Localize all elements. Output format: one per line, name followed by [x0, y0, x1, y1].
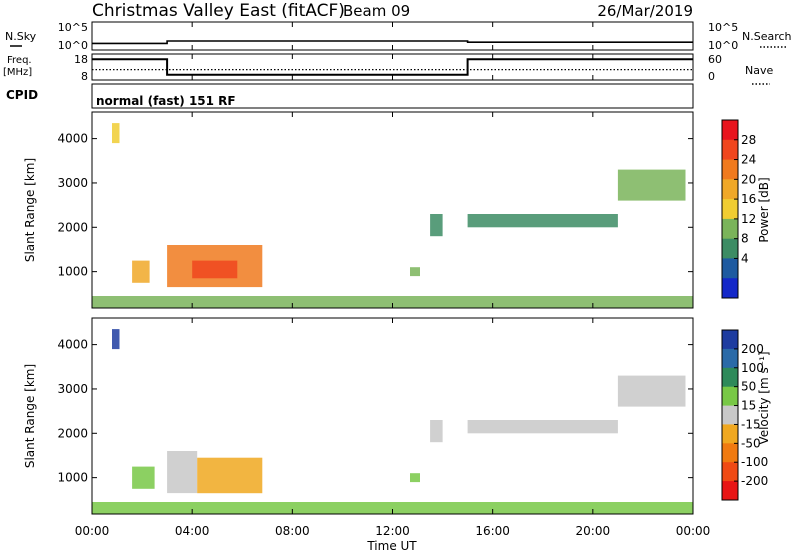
cpid-panel-frame: [91, 83, 694, 109]
freq-label: Freq.: [7, 55, 32, 66]
velocity-colorbar-tick-label: 15: [741, 399, 756, 413]
x-tick-label: 20:00: [576, 524, 611, 538]
velocity-ylabel: Slant Range [km]: [23, 364, 37, 468]
power-region: [112, 123, 120, 144]
power-colorbar-tick-label: 8: [741, 232, 749, 246]
nave-tick-bottom: 0: [708, 70, 715, 83]
x-tick-label: 12:00: [375, 524, 410, 538]
power-region: [410, 267, 420, 277]
freq-series-line: [92, 58, 693, 76]
plot-title: Christmas Valley East (fitACF): [92, 1, 345, 21]
cpid-label: CPID: [6, 88, 38, 102]
x-tick-label: 08:00: [275, 524, 310, 538]
velocity-region: [430, 420, 443, 443]
freq-tick-top: 18: [74, 53, 88, 66]
velocity-region: [112, 329, 120, 350]
velocity-colorbar-tick-label: 200: [741, 342, 764, 356]
power-ytick-label: 2000: [57, 220, 88, 234]
velocity-colorbar-tick-label: 100: [741, 361, 764, 375]
velocity-region: [197, 457, 263, 494]
velocity-region: [132, 466, 155, 489]
freq-tick-bottom: 8: [81, 70, 88, 83]
power-colorbar-segment: [722, 179, 738, 200]
power-colorbar-tick-label: 24: [741, 153, 756, 167]
velocity-colorbar-tick-label: -100: [741, 455, 768, 469]
x-tick-label: 00:00: [676, 524, 711, 538]
power-colorbar-segment: [722, 238, 738, 259]
velocity-ytick-label: 4000: [57, 338, 88, 352]
power-ytick-label: 4000: [57, 132, 88, 146]
velocity-colorbar-frame: [721, 329, 739, 501]
power-region: [430, 214, 443, 237]
velocity-colorbar-segment: [722, 424, 738, 444]
power-colorbar-tick-label: 16: [741, 192, 756, 206]
velocity-colorbar-tick-label: -200: [741, 474, 768, 488]
velocity-colorbar-segment: [722, 481, 738, 501]
nsearch-label: N.Search: [742, 30, 792, 43]
velocity-colorbar-tick-label: 50: [741, 380, 756, 394]
x-axis-label: Time UT: [366, 539, 417, 553]
velocity-colorbar-segment: [722, 348, 738, 369]
power-colorbar-segment: [722, 199, 738, 220]
velocity-colorbar-segment: [722, 330, 738, 350]
power-colorbar-tick-label: 28: [741, 133, 756, 147]
power-ytick-label: 1000: [57, 265, 88, 279]
velocity-colorbar-segment: [722, 405, 738, 425]
power-colorbar-tick-label: 4: [741, 251, 749, 265]
nsky-series-line: [92, 40, 693, 45]
power-colorbar-segment: [722, 159, 738, 180]
velocity-colorbar-label: Velocity [m s⁻¹]: [757, 351, 771, 444]
power-region: [192, 260, 238, 279]
nave-tick-top: 60: [708, 53, 722, 66]
power-colorbar-segment: [722, 258, 738, 279]
velocity-colorbar-segment: [722, 386, 738, 407]
noise-tick-right-top: 10^5: [708, 21, 738, 34]
power-colorbar-segment: [722, 218, 738, 240]
velocity-ytick-label: 1000: [57, 471, 88, 485]
velocity-region: [617, 375, 686, 407]
velocity-colorbar-segment: [722, 367, 738, 388]
velocity-colorbar-segment: [722, 462, 738, 482]
x-tick-label: 16:00: [475, 524, 510, 538]
power-region: [132, 260, 150, 283]
power-region: [92, 296, 693, 308]
power-region: [617, 169, 686, 201]
power-region: [467, 214, 618, 228]
x-tick-label: 04:00: [175, 524, 210, 538]
velocity-colorbar-tick-label: -15: [741, 417, 761, 431]
velocity-ytick-label: 2000: [57, 426, 88, 440]
velocity-ytick-label: 3000: [57, 382, 88, 396]
power-colorbar-segment: [722, 120, 738, 141]
x-tick-label: 00:00: [75, 524, 110, 538]
power-colorbar-tick-label: 12: [741, 212, 756, 226]
velocity-region: [410, 473, 420, 483]
power-colorbar-tick-label: 20: [741, 172, 756, 186]
cpid-value: normal (fast) 151 RF: [96, 94, 236, 108]
freq-unit-label: [MHz]: [3, 67, 32, 78]
noise-tick-right-bottom: 10^0: [708, 39, 738, 52]
power-colorbar-frame: [721, 119, 739, 299]
velocity-colorbar-tick-label: -50: [741, 436, 761, 450]
power-ylabel: Slant Range [km]: [23, 158, 37, 262]
noise-tick-left-bottom: 10^0: [58, 39, 88, 52]
beam-label: Beam 09: [343, 2, 410, 20]
power-colorbar-label: Power [dB]: [757, 177, 771, 242]
velocity-region: [167, 451, 198, 494]
power-ytick-label: 3000: [57, 176, 88, 190]
nave-label: Nave: [745, 64, 773, 77]
noise-tick-left-top: 10^5: [58, 21, 88, 34]
power-colorbar-segment: [722, 278, 738, 299]
power-colorbar-segment: [722, 139, 738, 161]
velocity-region: [467, 420, 618, 434]
velocity-colorbar-segment: [722, 443, 738, 463]
nsky-label: N.Sky: [5, 30, 37, 43]
velocity-region: [92, 502, 693, 514]
date-label: 26/Mar/2019: [597, 2, 693, 20]
